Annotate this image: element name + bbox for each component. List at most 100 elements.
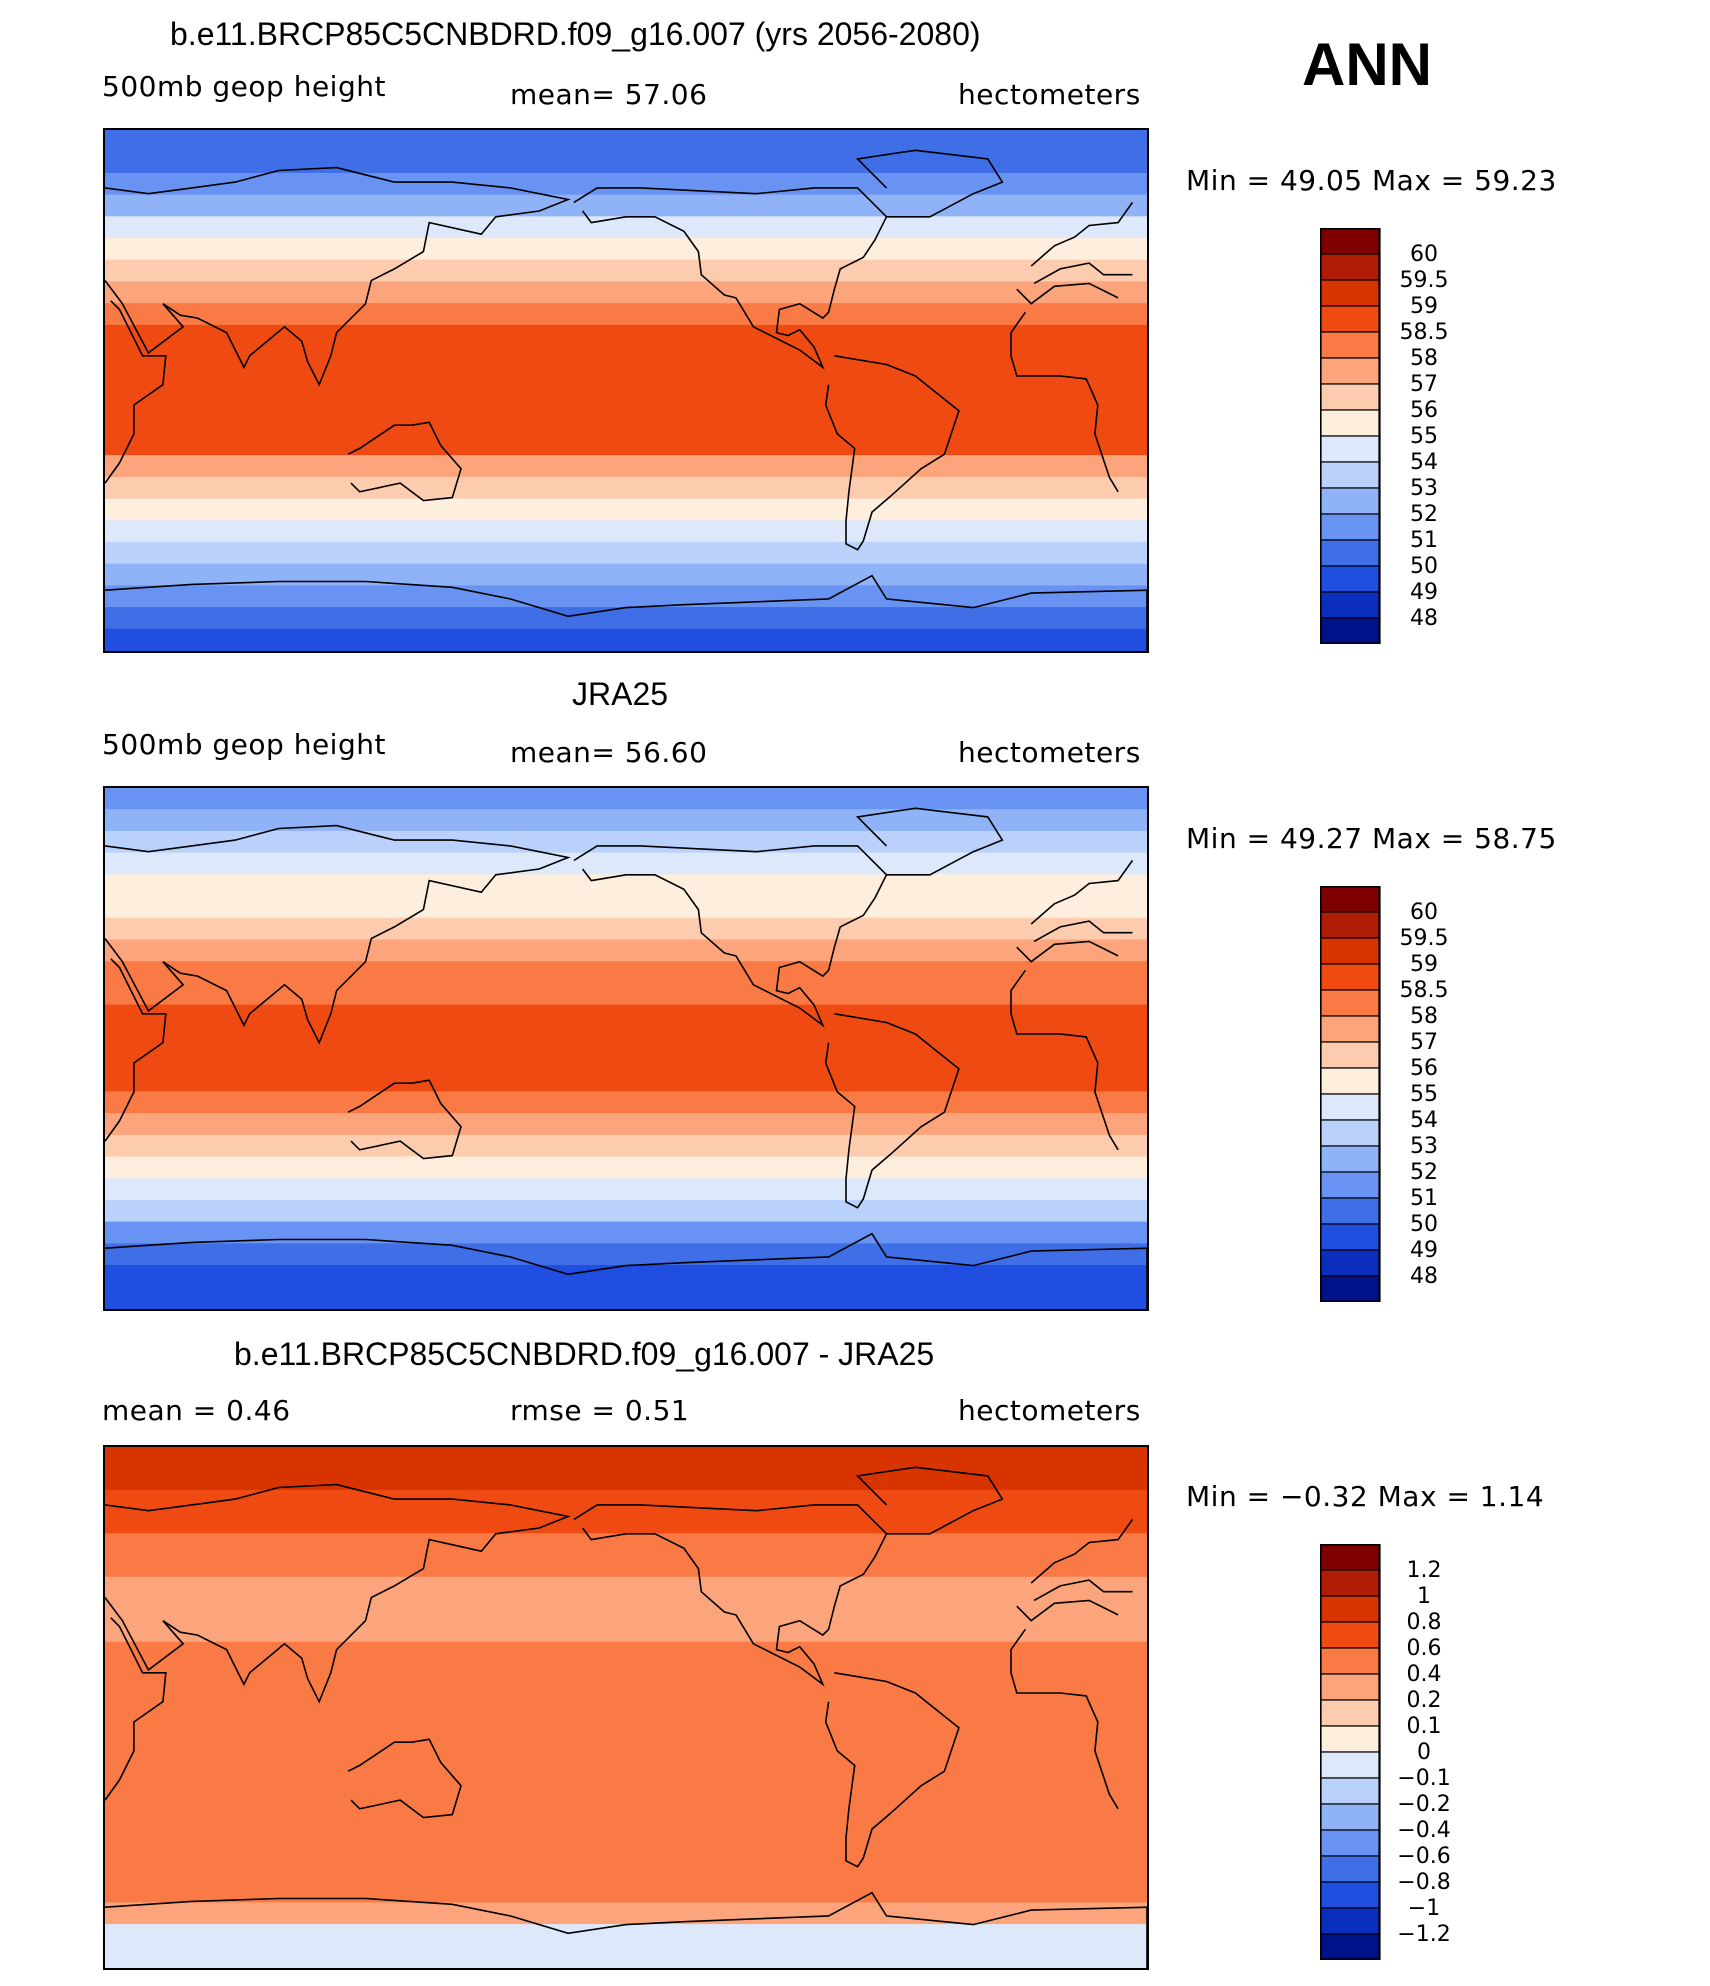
field-band: [105, 1004, 1147, 1028]
panel-2-mean: mean= 56.60: [510, 736, 708, 769]
field-band: [105, 346, 1147, 370]
colorbar-box: [1320, 1067, 1381, 1095]
coastline: [105, 1891, 1147, 1968]
coastline: [573, 845, 888, 1028]
colorbar-box: [1320, 937, 1381, 965]
field-band: [105, 1815, 1147, 1839]
field-band: [105, 498, 1147, 522]
field-band: [105, 809, 1147, 832]
colorbar-tick-label: 53: [1410, 476, 1438, 501]
panel-1-field-label: 500mb geop height: [102, 70, 386, 103]
colorbar-box: [1320, 1249, 1381, 1277]
field-band: [105, 1533, 1147, 1557]
field-band: [105, 1468, 1147, 1491]
colorbar-tick-label: 48: [1410, 606, 1438, 631]
colorbar-box: [1320, 565, 1381, 593]
field-band: [105, 455, 1147, 478]
colorbar-tick-label: 1: [1417, 1584, 1431, 1609]
panel-2-map-svg: [105, 788, 1147, 1309]
field-band: [105, 1620, 1147, 1643]
colorbar-box: [1320, 1621, 1381, 1649]
field-band: [105, 788, 1147, 811]
field-band: [105, 939, 1147, 963]
coastline: [105, 1232, 1147, 1309]
coastline: [573, 1504, 888, 1687]
colorbar-tick-label: 56: [1410, 1056, 1438, 1081]
field-band: [105, 1134, 1147, 1158]
coastline: [824, 355, 960, 551]
field-band: [105, 259, 1147, 283]
panel-1-title: b.e11.BRCP85C5CNBDRD.f09_g16.007 (yrs 20…: [170, 16, 981, 52]
colorbar-tick-label: 57: [1410, 372, 1438, 397]
panel-1-units: hectometers: [958, 78, 1141, 111]
field-band: [105, 852, 1147, 876]
colorbar-tick-label: 50: [1410, 554, 1438, 579]
colorbar-box: [1320, 279, 1381, 307]
colorbar-tick-label: −0.8: [1397, 1870, 1450, 1895]
colorbar-box: [1320, 1933, 1381, 1960]
colorbar-box: [1320, 1725, 1381, 1753]
colorbar-tick-label: 55: [1410, 424, 1438, 449]
panel-1-minmax: Min = 49.05 Max = 59.23: [1186, 164, 1557, 197]
coastline: [105, 1599, 1119, 1810]
colorbar-box: [1320, 1777, 1381, 1805]
coastlines: [105, 807, 1147, 1309]
coastlines: [105, 1466, 1147, 1968]
field-band: [105, 172, 1147, 196]
colorbar-box: [1320, 1699, 1381, 1727]
colorbar-tick-label: −1: [1408, 1896, 1440, 1921]
panel-2-units: hectometers: [958, 736, 1141, 769]
field-band: [105, 1048, 1147, 1071]
panel-2-field-label: 500mb geop height: [102, 728, 386, 761]
colorbar-tick-label: 59.5: [1400, 926, 1449, 951]
field-band: [105, 433, 1147, 457]
field-band: [105, 238, 1147, 261]
coastline: [855, 807, 1004, 876]
colorbar-tick-label: 54: [1410, 1108, 1438, 1133]
field-band: [105, 874, 1147, 898]
field-band: [105, 1685, 1147, 1708]
coastline: [855, 149, 1004, 218]
colorbar-tick-label: 52: [1410, 1160, 1438, 1185]
colorbar-box: [1320, 487, 1381, 515]
field-band: [105, 1113, 1147, 1136]
season-label: ANN: [1302, 31, 1432, 98]
colorbar-tick-label: −0.2: [1397, 1792, 1450, 1817]
field-band: [105, 1026, 1147, 1049]
field-band: [105, 961, 1147, 984]
panel-3-minmax: Min = −0.32 Max = 1.14: [1186, 1480, 1545, 1513]
colorbar-tick-label: 60: [1410, 900, 1438, 925]
colorbar-box: [1320, 989, 1381, 1017]
field-band: [105, 1641, 1147, 1665]
colorbar-box: [1320, 409, 1381, 437]
panel-2-minmax: Min = 49.27 Max = 58.75: [1186, 822, 1557, 855]
colorbar-box: [1320, 1595, 1381, 1623]
field-band: [105, 476, 1147, 500]
colorbar-tick-label: 60: [1410, 242, 1438, 267]
colorbar-tick-label: 0.8: [1407, 1610, 1442, 1635]
colorbar-tick-label: 58.5: [1400, 978, 1449, 1003]
colorbar-tick-label: 58: [1410, 1004, 1438, 1029]
colorbar-tick-label: 53: [1410, 1134, 1438, 1159]
coastline: [855, 1466, 1004, 1535]
field-band: [105, 585, 1147, 609]
colorbar-box: [1320, 228, 1381, 255]
field-band: [105, 1069, 1147, 1093]
colorbar-tick-label: 55: [1410, 1082, 1438, 1107]
panel-2-map: [103, 786, 1149, 1311]
colorbar-box: [1320, 1673, 1381, 1701]
colorbar-tick-label: 59.5: [1400, 268, 1449, 293]
colorbar-box: [1320, 1881, 1381, 1909]
field-band: [105, 1555, 1147, 1578]
panel-2-title: JRA25: [572, 676, 669, 712]
field-band: [105, 1837, 1147, 1860]
colorbar-tick-label: 48: [1410, 1264, 1438, 1289]
field-band: [105, 1793, 1147, 1817]
colorbar-box: [1320, 1197, 1381, 1225]
field-band: [105, 607, 1147, 630]
field-band: [105, 1091, 1147, 1115]
field-band: [105, 520, 1147, 543]
colorbar-box: [1320, 461, 1381, 489]
